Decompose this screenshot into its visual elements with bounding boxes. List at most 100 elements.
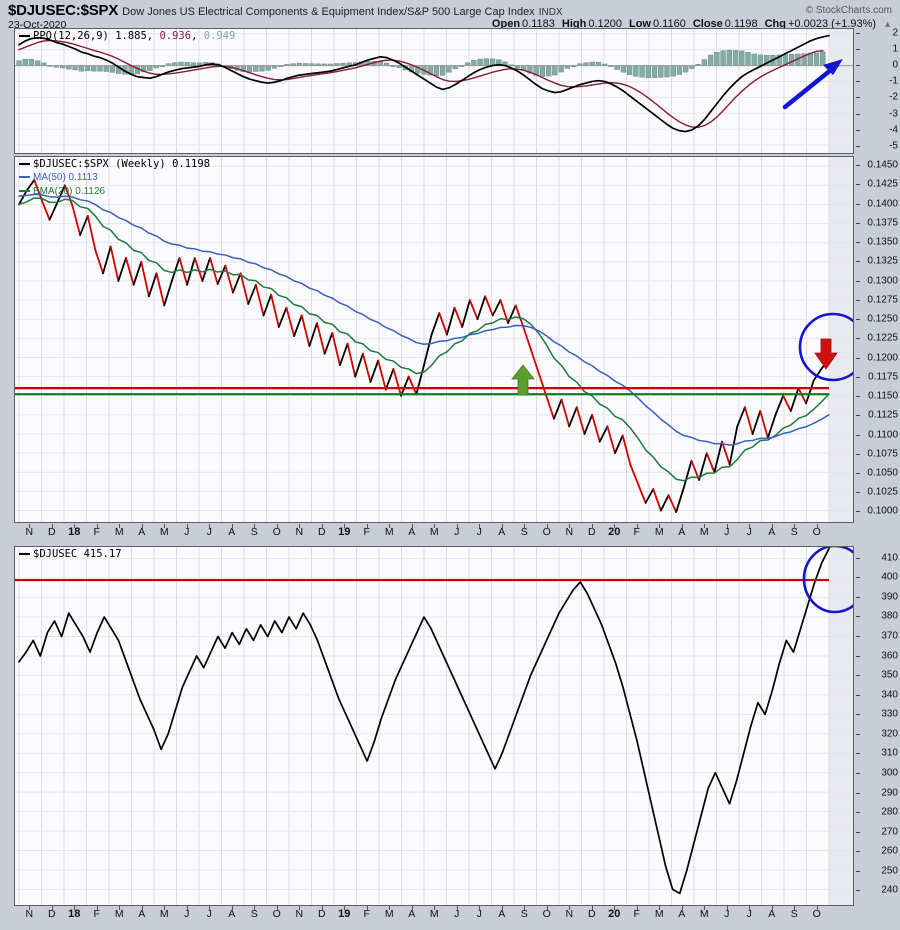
x-axis-label: A [678, 908, 686, 920]
x-axis-label: S [520, 526, 528, 538]
x-axis-label: D [587, 526, 596, 538]
x-axis-tick [524, 906, 526, 910]
y-axis-label: 350 [881, 669, 898, 681]
x-axis-tick [119, 906, 121, 910]
x-axis-tick [411, 906, 413, 910]
y-axis-tick [856, 376, 860, 378]
y-axis-tick [856, 714, 860, 716]
x-axis-label: D [317, 908, 326, 920]
x-axis-label: O [812, 908, 821, 920]
x-axis-label: F [363, 908, 370, 920]
y-axis-tick [856, 636, 860, 637]
y-axis-tick [856, 81, 860, 83]
open-value: 0.1183 [522, 18, 555, 30]
ema20-label: EMA(20) 0.1126 [33, 186, 106, 197]
x-axis-tick [726, 906, 728, 910]
price-line-swatch [19, 163, 30, 166]
x-axis-tick [141, 524, 143, 528]
y-axis-tick [856, 812, 860, 814]
y-axis-tick [856, 772, 860, 774]
x-axis-tick [614, 906, 616, 910]
ohlc-quote-bar: Open 0.1183 High 0.1200 Low 0.1160 Close 0.1198… [492, 18, 892, 30]
y-axis-label: 410 [881, 552, 898, 564]
y-axis-label: 380 [881, 610, 898, 622]
breakout-circle-annotation [802, 547, 853, 614]
x-axis-tick [186, 524, 188, 528]
y-axis-tick [856, 434, 860, 436]
x-axis-label: J [476, 908, 482, 920]
y-axis-tick [856, 165, 860, 167]
low-label: Low [628, 18, 651, 30]
x-axis-label: N [565, 908, 574, 920]
x-axis-tick [389, 524, 391, 528]
x-axis-tick [456, 906, 458, 910]
x-axis-label: A [768, 908, 776, 920]
x-axis-tick [546, 524, 548, 528]
y-axis-label: 0.1300 [867, 275, 898, 287]
x-axis-label: M [699, 526, 709, 538]
x-axis-tick [479, 906, 481, 910]
ppo-title: PPO(12,26,9) [33, 30, 109, 42]
y-axis-tick [856, 415, 860, 417]
x-axis-tick [51, 906, 53, 910]
x-axis-label: M [699, 908, 709, 920]
x-axis-tick [74, 906, 76, 910]
x-axis-tick [389, 906, 391, 910]
x-axis-tick [344, 906, 346, 910]
y-axis-label: 260 [881, 845, 898, 857]
x-axis-label: N [565, 526, 574, 538]
x-axis-tick [321, 524, 323, 528]
x-axis-label: O [272, 526, 281, 538]
y-axis-label: 270 [881, 826, 898, 838]
y-axis-label: -3 [889, 108, 898, 120]
x-axis-tick [299, 906, 301, 910]
x-axis-tick [164, 524, 166, 528]
y-axis-tick [856, 261, 860, 263]
y-axis-label: 0.1125 [868, 409, 898, 421]
y-axis-tick [856, 222, 860, 224]
y-axis-label: 0.1350 [867, 236, 898, 248]
y-axis-label: 340 [881, 689, 898, 701]
y-axis-label: 370 [881, 630, 898, 642]
y-axis-tick [856, 203, 860, 205]
x-axis-tick [321, 906, 323, 910]
x-axis-tick [141, 906, 143, 910]
ema20-line-swatch [19, 190, 30, 193]
x-axis-label: J [724, 908, 730, 920]
y-axis-tick [856, 396, 860, 398]
y-axis-tick [856, 577, 860, 579]
x-axis-label: J [206, 526, 212, 538]
x-axis-label: A [228, 526, 236, 538]
y-axis-tick [856, 472, 860, 474]
y-axis-label: 0.1075 [867, 448, 898, 460]
y-axis-tick [856, 792, 860, 794]
x-axis-tick [209, 524, 211, 528]
x-axis-tick [591, 906, 593, 910]
x-axis-tick [794, 906, 796, 910]
x-axis-label: A [228, 908, 236, 920]
x-axis-label: O [542, 526, 551, 538]
x-axis-tick [186, 906, 188, 910]
x-axis-label: M [429, 908, 439, 920]
x-axis-tick [659, 524, 661, 528]
x-axis-label: A [498, 526, 506, 538]
x-axis-tick [726, 524, 728, 528]
x-axis-tick [29, 906, 31, 910]
ppo-line-swatch [19, 35, 30, 38]
y-axis-tick [856, 753, 860, 755]
ma50-label: MA(50) 0.1113 [33, 172, 98, 183]
y-axis-label: 0.1275 [867, 294, 898, 306]
y-axis-label: 0.1375 [867, 217, 898, 229]
close-label: Close [692, 18, 723, 30]
x-axis-label: M [159, 526, 169, 538]
x-axis-tick [96, 524, 98, 528]
y-axis-tick [856, 596, 860, 598]
x-axis-label: N [295, 908, 304, 920]
x-axis-label: 20 [608, 908, 621, 920]
x-axis-label: N [25, 908, 34, 920]
x-axis-tick [299, 524, 301, 528]
x-axis-tick [591, 524, 593, 528]
x-axis-label: N [295, 526, 304, 538]
ratio-legend-row-price: $DJUSEC:$SPX (Weekly) 0.1198 [19, 158, 210, 170]
y-axis-tick [856, 49, 860, 50]
